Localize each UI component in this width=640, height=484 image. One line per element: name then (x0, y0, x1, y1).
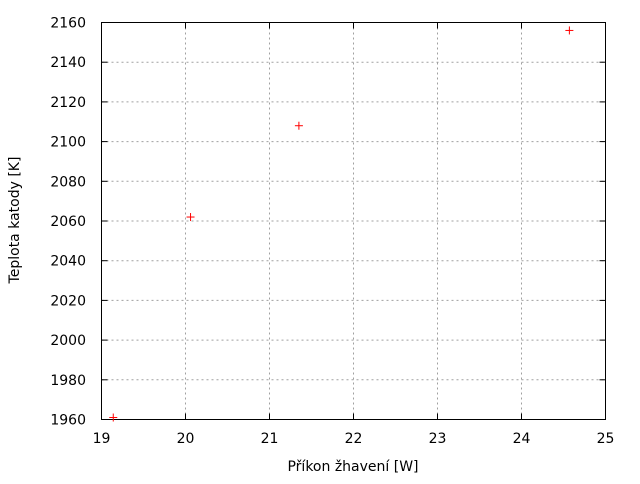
y-tick-label: 2060 (50, 214, 86, 230)
x-tick-label: 25 (597, 431, 615, 447)
x-tick-label: 24 (513, 431, 531, 447)
y-tick-label: 2100 (50, 135, 86, 151)
ticks: 19 20 21 22 23 24 25 1960 1980 2000 2020 2040 2060 20… (50, 16, 614, 448)
y-tick-label: 2120 (50, 95, 86, 111)
data-point (109, 413, 118, 422)
y-tick-label: 2040 (50, 254, 86, 270)
y-tick-label: 2020 (50, 293, 86, 309)
y-axis-label: Teplota katody [K] (7, 157, 23, 285)
y-tick-label: 1980 (50, 373, 86, 389)
grid (101, 22, 606, 420)
data-point (294, 121, 303, 130)
data-point (186, 213, 195, 222)
y-tick-label: 2080 (50, 174, 86, 190)
x-tick-label: 19 (93, 431, 111, 447)
x-tick-label: 20 (177, 431, 195, 447)
x-tick-label: 22 (345, 431, 363, 447)
data-point (565, 26, 574, 35)
data-points (109, 26, 574, 422)
x-axis-label: Příkon žhavení [W] (287, 459, 418, 475)
x-tick-label: 23 (429, 431, 447, 447)
y-tick-label: 1960 (50, 413, 86, 429)
y-tick-label: 2140 (50, 55, 86, 71)
x-tick-label: 21 (261, 431, 279, 447)
y-tick-label: 2000 (50, 333, 86, 349)
y-tick-label: 2160 (50, 16, 86, 32)
